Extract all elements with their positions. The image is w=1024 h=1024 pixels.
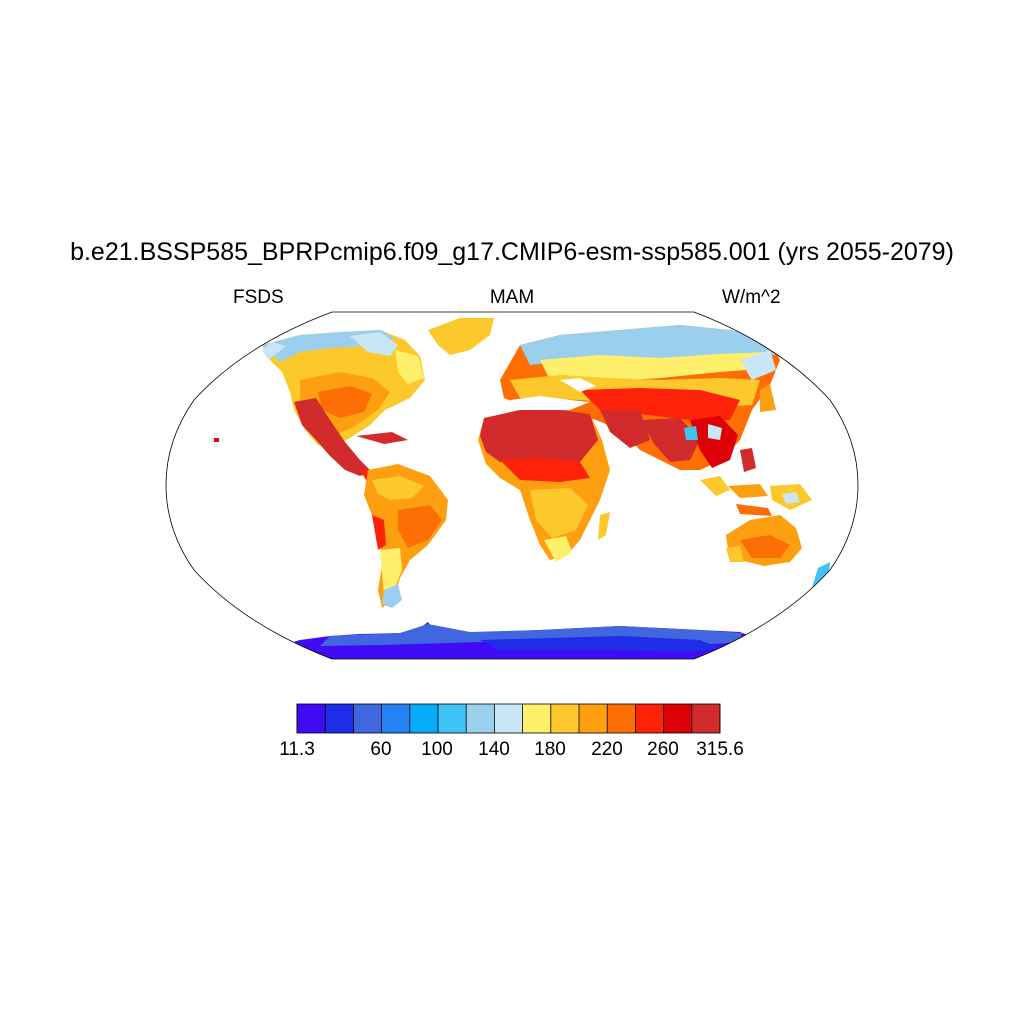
colorbar-swatch: [381, 704, 411, 733]
eurasia: [500, 325, 780, 472]
greenland: [428, 318, 494, 355]
colorbar-swatch: [550, 704, 580, 733]
season-label: MAM: [489, 287, 535, 308]
colorbar-swatch: [635, 704, 664, 733]
colorbar-swatch: [494, 704, 523, 733]
colorbar-tick-label: 260: [647, 739, 679, 760]
colorbar-swatch: [325, 704, 354, 733]
north-america: [262, 330, 425, 490]
new-zealand: [810, 562, 830, 594]
colorbar-swatch: [297, 704, 326, 733]
colorbar-tick-label: 60: [370, 739, 392, 760]
colorbar-swatch: [607, 704, 636, 733]
colorbar-swatch: [409, 704, 439, 733]
antarctica: [260, 622, 790, 659]
colorbar-tick-label: 11.3: [279, 739, 315, 760]
colorbar-border: [296, 703, 721, 734]
colorbar-swatch: [691, 704, 721, 733]
colorbar-tick-label: 140: [478, 739, 510, 760]
maritime-southeast-asia: [700, 476, 812, 516]
colorbar: [296, 703, 721, 734]
colorbar-tick-label: 100: [421, 739, 453, 760]
colorbar-swatch: [466, 704, 495, 733]
map-outline: [165, 311, 859, 660]
south-america: [364, 464, 448, 608]
australia: [726, 515, 802, 566]
africa: [478, 410, 610, 562]
colorbar-swatch: [438, 704, 467, 733]
plot-title: b.e21.BSSP585_BPRPcmip6.f09_g17.CMIP6-es…: [70, 238, 954, 266]
colorbar-tick-label: 220: [591, 739, 623, 760]
variable-label: FSDS: [233, 287, 284, 308]
colorbar-swatch: [579, 704, 608, 733]
colorbar-tick-label: 315.6: [696, 739, 744, 760]
colorbar-swatch: [663, 704, 693, 733]
colorbar-swatch: [353, 704, 382, 733]
hawaii: [214, 438, 219, 442]
colorbar-tick-label: 180: [534, 739, 566, 760]
units-label: W/m^2: [722, 287, 781, 308]
colorbar-swatch: [522, 704, 552, 733]
